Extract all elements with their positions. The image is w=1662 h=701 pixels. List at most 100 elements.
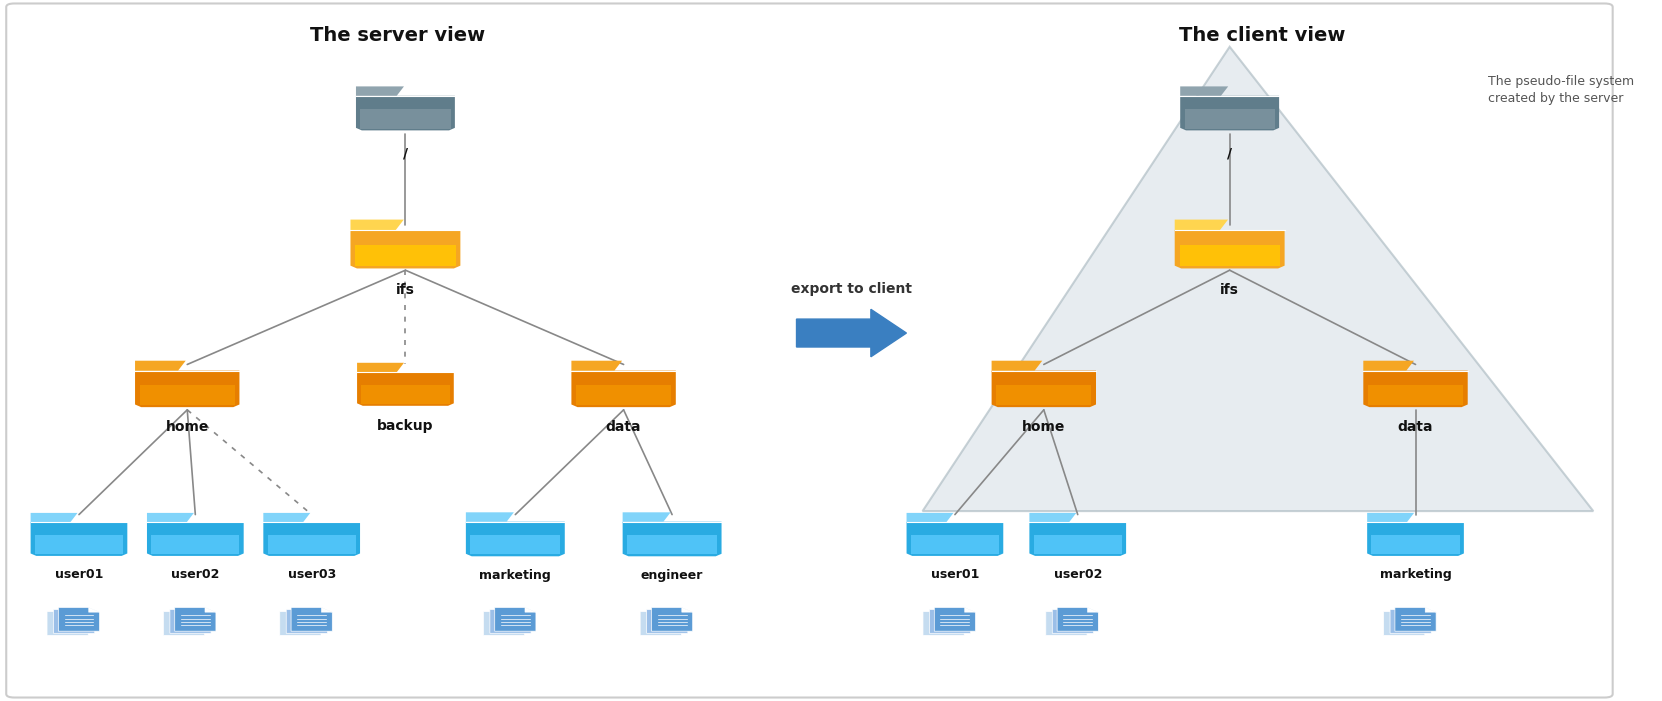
Polygon shape bbox=[906, 522, 1004, 556]
FancyBboxPatch shape bbox=[7, 4, 1612, 697]
Polygon shape bbox=[1368, 513, 1414, 522]
Text: user03: user03 bbox=[288, 569, 336, 581]
Polygon shape bbox=[1045, 612, 1087, 635]
Polygon shape bbox=[151, 535, 239, 554]
Polygon shape bbox=[484, 612, 525, 635]
Polygon shape bbox=[992, 361, 1042, 371]
Polygon shape bbox=[1034, 535, 1122, 554]
Polygon shape bbox=[1371, 535, 1459, 554]
Polygon shape bbox=[316, 610, 327, 614]
Polygon shape bbox=[470, 535, 560, 554]
Text: user02: user02 bbox=[1054, 569, 1102, 581]
Polygon shape bbox=[1180, 86, 1228, 96]
Polygon shape bbox=[1180, 245, 1280, 266]
Polygon shape bbox=[76, 612, 88, 616]
Polygon shape bbox=[279, 612, 321, 635]
Polygon shape bbox=[922, 612, 964, 635]
Polygon shape bbox=[525, 608, 535, 612]
Polygon shape bbox=[670, 612, 681, 616]
Text: user02: user02 bbox=[171, 569, 219, 581]
Polygon shape bbox=[135, 361, 186, 371]
Polygon shape bbox=[959, 610, 971, 614]
Text: The server view: The server view bbox=[309, 26, 485, 45]
Polygon shape bbox=[1414, 612, 1424, 616]
Polygon shape bbox=[1368, 522, 1464, 556]
Polygon shape bbox=[351, 230, 460, 268]
Polygon shape bbox=[623, 522, 721, 557]
Text: The pseudo-file system
created by the server: The pseudo-file system created by the se… bbox=[1487, 75, 1634, 104]
Polygon shape bbox=[572, 361, 622, 371]
Polygon shape bbox=[35, 535, 123, 554]
Text: The client view: The client view bbox=[1178, 26, 1345, 45]
Polygon shape bbox=[361, 385, 449, 404]
Polygon shape bbox=[286, 610, 327, 633]
Polygon shape bbox=[1087, 608, 1099, 612]
Polygon shape bbox=[681, 608, 693, 612]
FancyArrow shape bbox=[796, 309, 906, 357]
Polygon shape bbox=[1368, 385, 1463, 405]
Polygon shape bbox=[1175, 230, 1285, 268]
Polygon shape bbox=[495, 608, 535, 631]
Text: data: data bbox=[1398, 421, 1433, 435]
Text: marketing: marketing bbox=[479, 569, 552, 582]
Polygon shape bbox=[1057, 608, 1099, 631]
Polygon shape bbox=[465, 522, 565, 557]
Text: ifs: ifs bbox=[1220, 283, 1240, 297]
Polygon shape bbox=[1075, 612, 1087, 616]
Polygon shape bbox=[1175, 219, 1228, 230]
Polygon shape bbox=[321, 608, 332, 612]
Text: ifs: ifs bbox=[396, 283, 416, 297]
Polygon shape bbox=[135, 371, 239, 407]
Polygon shape bbox=[47, 612, 88, 635]
Text: /: / bbox=[1227, 147, 1232, 161]
Polygon shape bbox=[175, 608, 216, 631]
Polygon shape bbox=[30, 513, 78, 522]
Polygon shape bbox=[647, 610, 688, 633]
Polygon shape bbox=[1029, 513, 1077, 522]
Polygon shape bbox=[146, 522, 244, 556]
Polygon shape bbox=[356, 245, 455, 266]
Polygon shape bbox=[652, 608, 693, 631]
Polygon shape bbox=[356, 96, 455, 130]
Polygon shape bbox=[163, 612, 204, 635]
Polygon shape bbox=[291, 608, 332, 631]
Polygon shape bbox=[263, 513, 311, 522]
Polygon shape bbox=[199, 610, 211, 614]
Polygon shape bbox=[83, 610, 95, 614]
Polygon shape bbox=[311, 612, 321, 616]
Polygon shape bbox=[356, 86, 404, 96]
Polygon shape bbox=[911, 535, 999, 554]
Polygon shape bbox=[906, 513, 954, 522]
Polygon shape bbox=[992, 371, 1095, 407]
Polygon shape bbox=[572, 371, 676, 407]
Polygon shape bbox=[1363, 371, 1468, 407]
Polygon shape bbox=[146, 513, 194, 522]
Polygon shape bbox=[30, 522, 128, 556]
Text: export to client: export to client bbox=[791, 282, 912, 296]
Polygon shape bbox=[204, 608, 216, 612]
Polygon shape bbox=[1052, 610, 1094, 633]
Polygon shape bbox=[465, 512, 514, 522]
Polygon shape bbox=[623, 512, 671, 522]
Polygon shape bbox=[1389, 610, 1431, 633]
Polygon shape bbox=[996, 385, 1092, 405]
Polygon shape bbox=[577, 385, 671, 405]
Text: home: home bbox=[1022, 421, 1065, 435]
Polygon shape bbox=[194, 612, 204, 616]
Polygon shape bbox=[964, 608, 976, 612]
Polygon shape bbox=[514, 612, 525, 616]
Text: marketing: marketing bbox=[1379, 569, 1451, 581]
Polygon shape bbox=[351, 219, 404, 230]
Polygon shape bbox=[361, 109, 450, 128]
Polygon shape bbox=[1394, 608, 1436, 631]
Polygon shape bbox=[53, 610, 95, 633]
Polygon shape bbox=[922, 47, 1594, 511]
Polygon shape bbox=[1082, 610, 1094, 614]
Polygon shape bbox=[490, 610, 532, 633]
Polygon shape bbox=[1424, 608, 1436, 612]
Polygon shape bbox=[934, 608, 976, 631]
Text: user01: user01 bbox=[55, 569, 103, 581]
Text: data: data bbox=[607, 421, 642, 435]
Polygon shape bbox=[357, 372, 454, 406]
Polygon shape bbox=[268, 535, 356, 554]
